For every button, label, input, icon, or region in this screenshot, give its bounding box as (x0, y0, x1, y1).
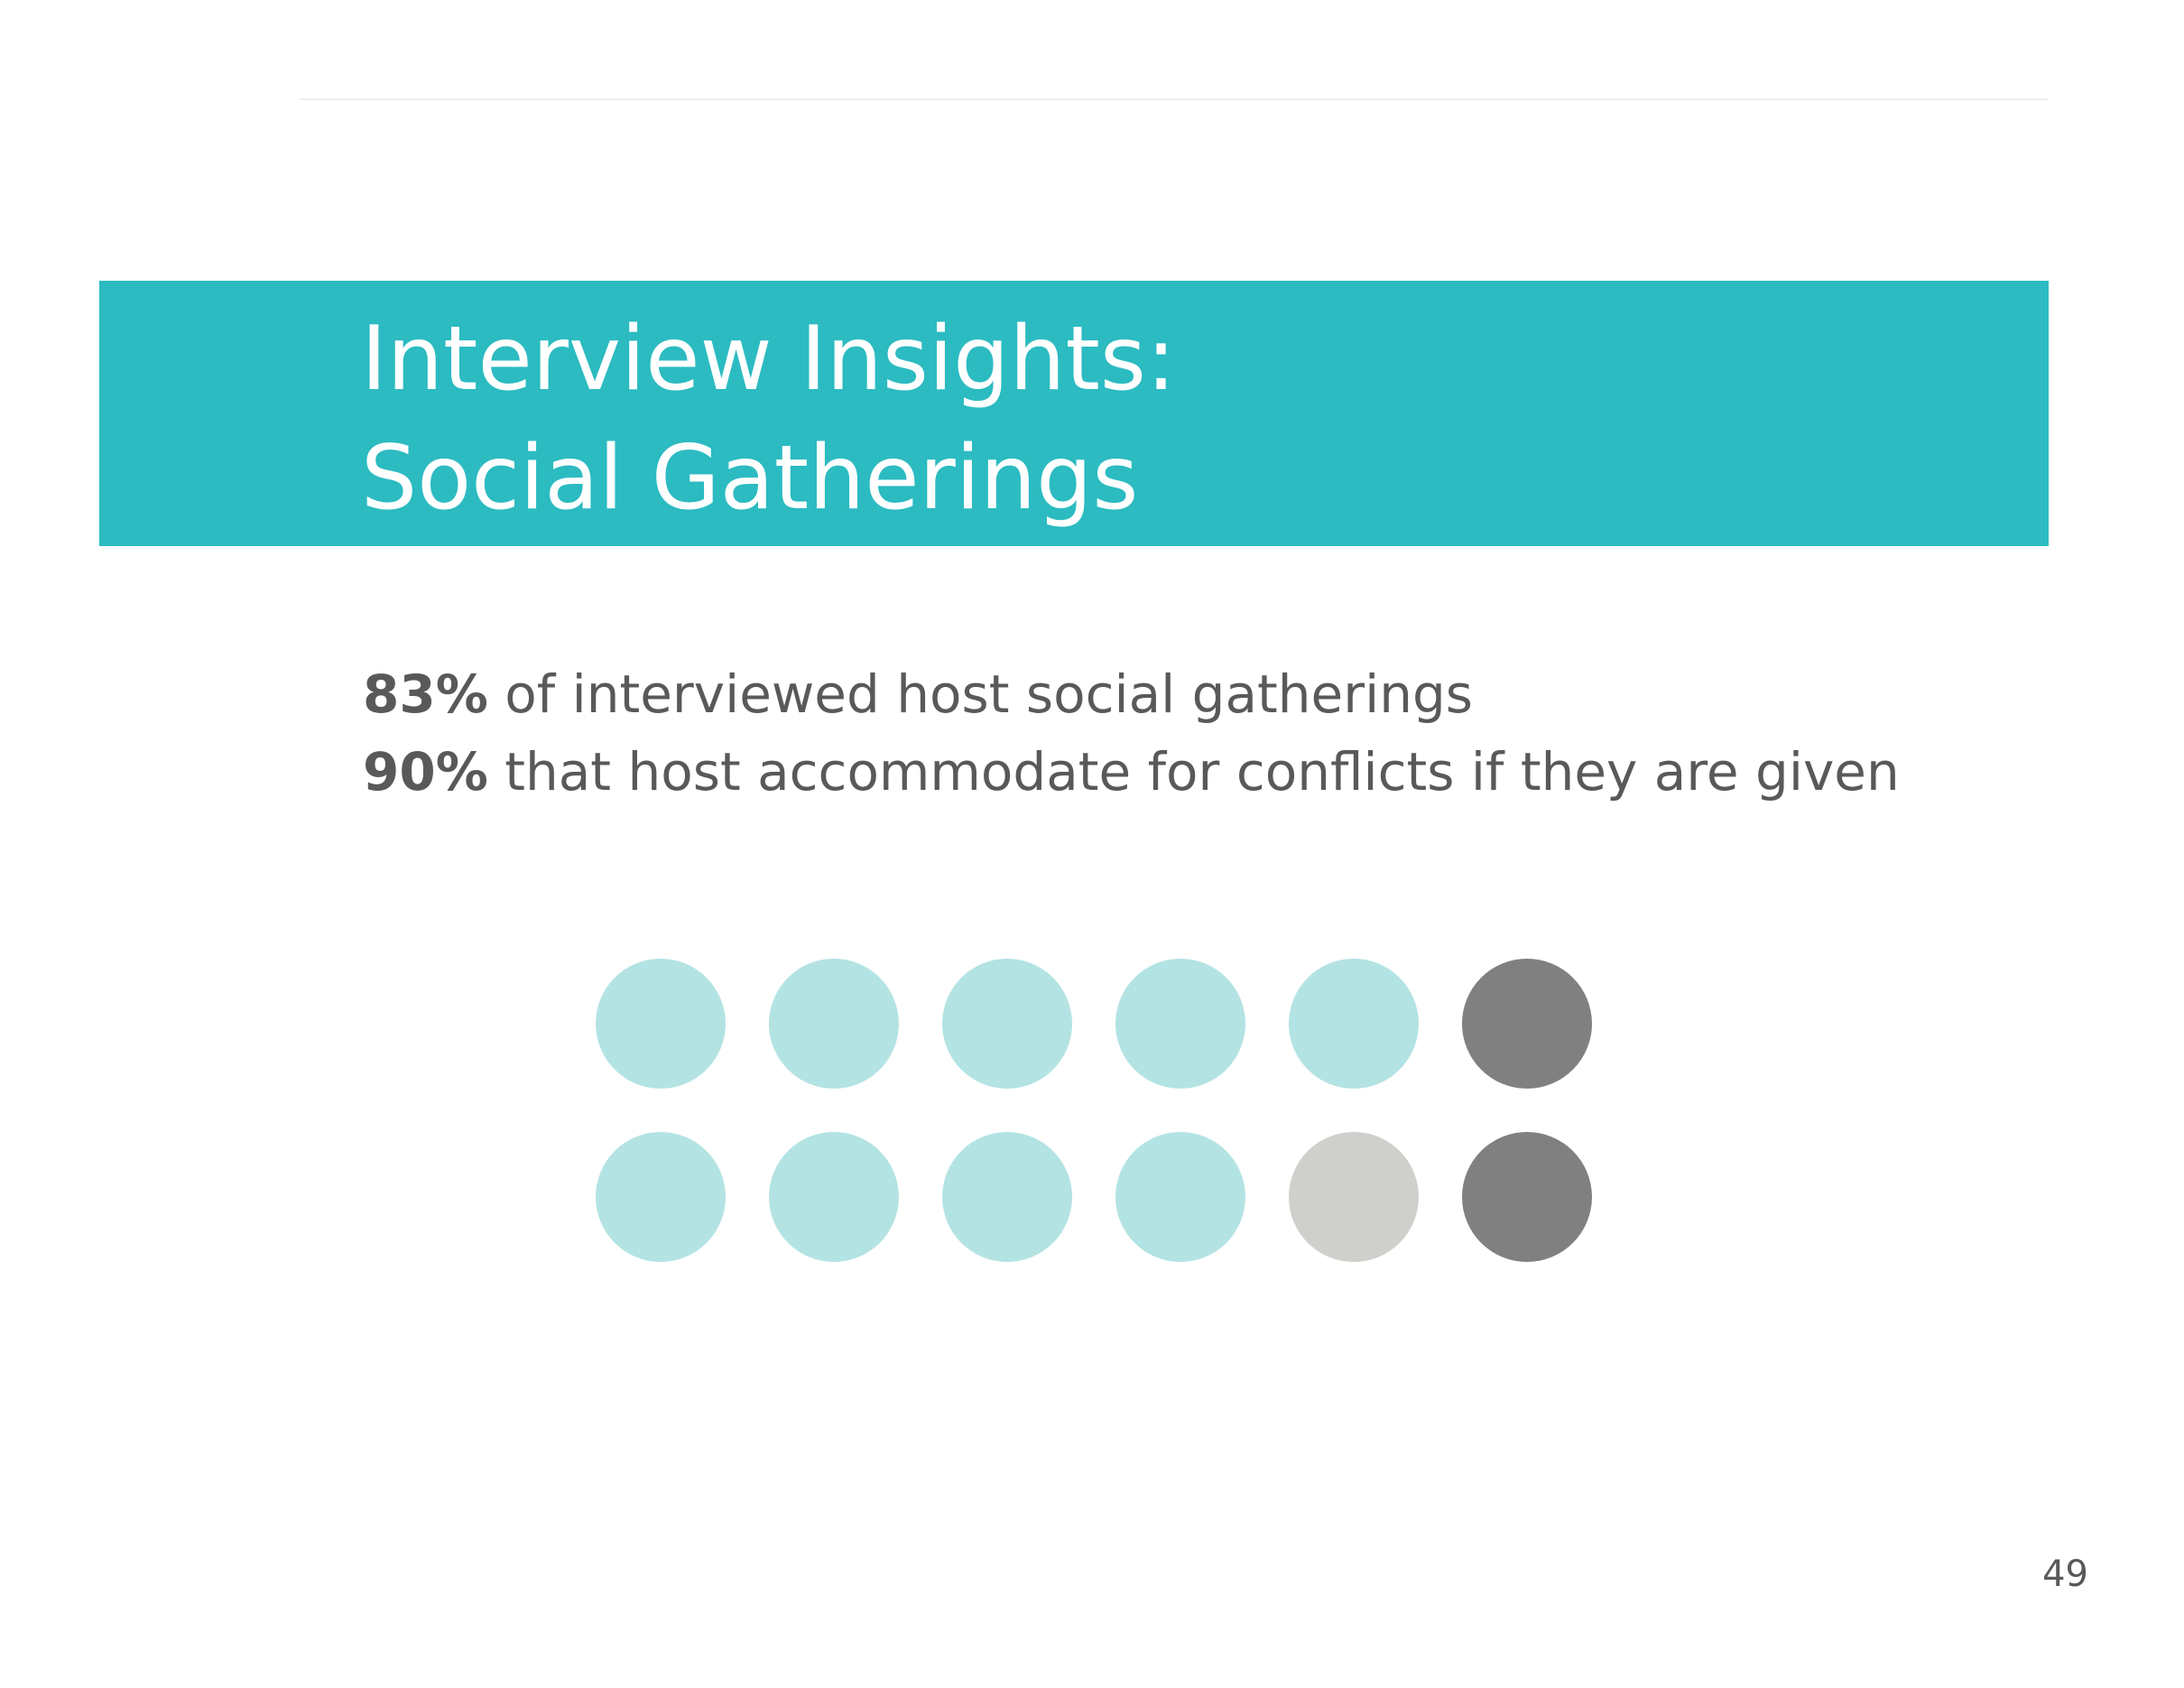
page-number: 49 (2042, 1554, 2088, 1595)
stat-number-hosting: 83% (363, 663, 488, 725)
dot-light-teal (1115, 959, 1245, 1089)
title-band: Interview Insights: Social Gatherings (99, 281, 2049, 546)
dot-light-teal (942, 1132, 1072, 1262)
dot-light-teal (769, 1132, 899, 1262)
dot-dark-gray (1462, 959, 1592, 1089)
dot-light-teal (596, 959, 726, 1089)
dot-light-teal (769, 959, 899, 1089)
dot-light-gray (1289, 1132, 1419, 1262)
header-divider (300, 98, 2049, 100)
dot-dark-gray (1462, 1132, 1592, 1262)
slide-title-line-1: Interview Insights: (361, 308, 1176, 411)
dot-light-teal (942, 959, 1072, 1089)
dot-grid (596, 959, 1592, 1262)
stat-line-hosting: 83% of interviewed host social gathering… (363, 668, 1473, 720)
dot-light-teal (596, 1132, 726, 1262)
stat-text-hosting: of interviewed host social gatherings (487, 663, 1473, 725)
dot-light-teal (1115, 1132, 1245, 1262)
dot-light-teal (1289, 959, 1419, 1089)
stat-number-accommodate: 90% (363, 741, 488, 802)
slide-title-line-2: Social Gatherings (361, 427, 1139, 530)
stat-line-accommodate: 90% that host accommodate for conflicts … (363, 746, 1900, 798)
stat-text-accommodate: that host accommodate for conflicts if t… (487, 741, 1900, 802)
